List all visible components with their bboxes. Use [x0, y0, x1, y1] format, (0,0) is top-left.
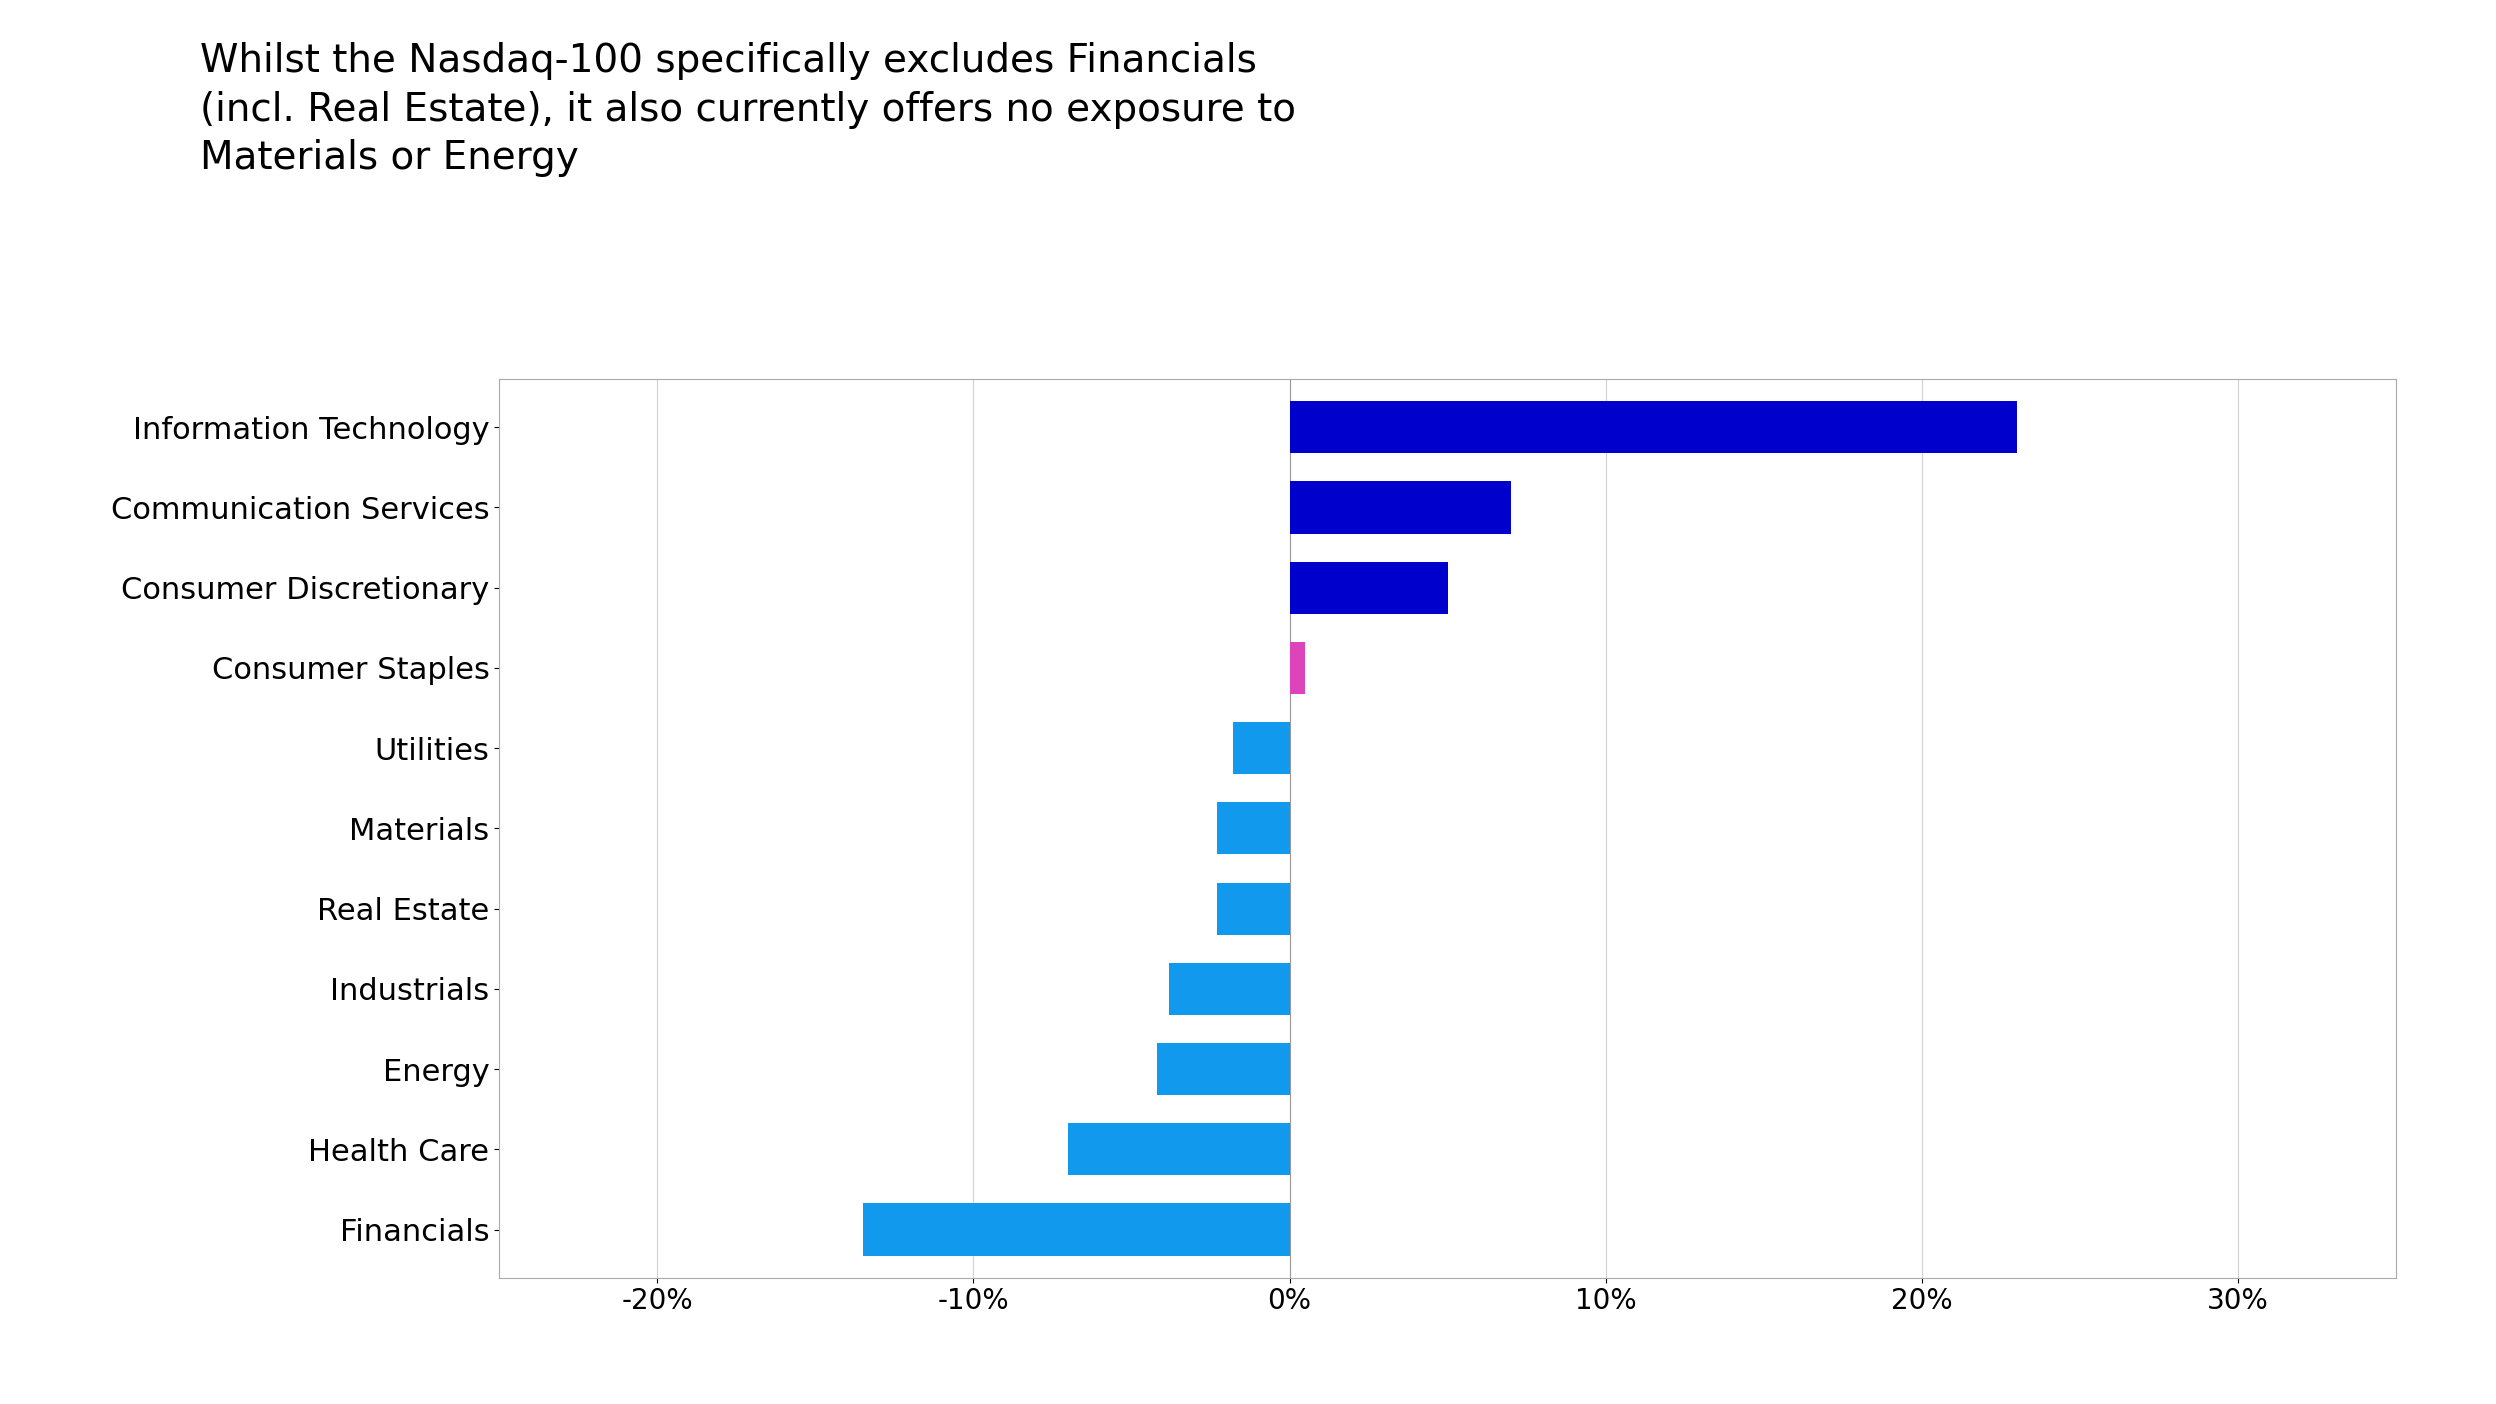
Bar — [1218, 802, 1290, 855]
Bar — [1218, 883, 1290, 935]
Text: Whilst the Nasdaq-100 specifically excludes Financials
(incl. Real Estate), it a: Whilst the Nasdaq-100 specifically exclu… — [200, 42, 1295, 177]
Bar — [1290, 482, 1510, 534]
Bar — [864, 1203, 1290, 1255]
Bar — [1290, 562, 1448, 614]
Bar — [1171, 963, 1290, 1015]
Bar — [1068, 1123, 1290, 1175]
Bar — [1233, 722, 1290, 774]
Bar — [1156, 1043, 1290, 1095]
Bar — [1290, 642, 1305, 694]
Bar — [1290, 402, 2017, 453]
